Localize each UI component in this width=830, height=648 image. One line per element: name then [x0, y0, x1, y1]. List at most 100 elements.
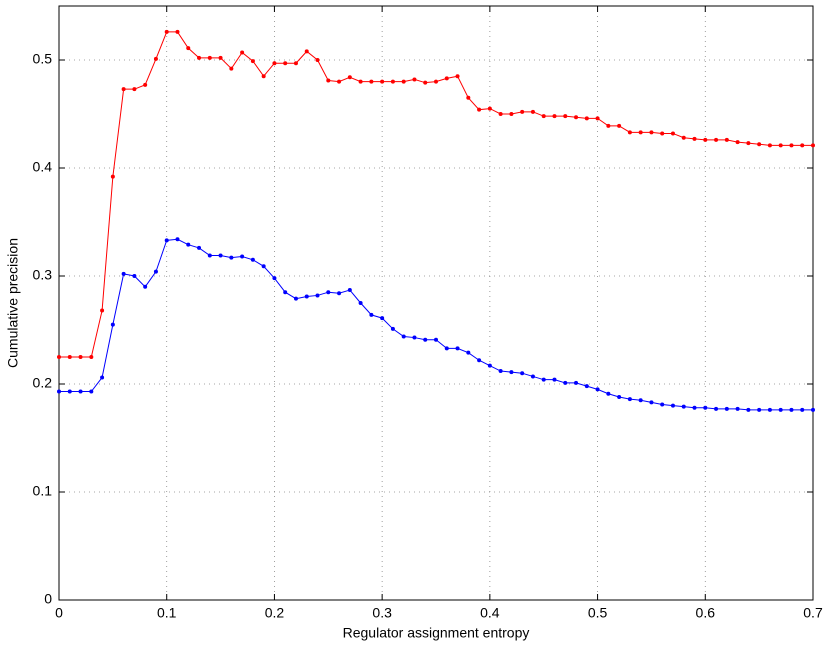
data-point — [164, 29, 169, 34]
data-point — [293, 296, 298, 301]
data-point — [272, 276, 277, 281]
data-point — [358, 301, 363, 305]
data-point — [789, 143, 794, 148]
y-tick-label: 0.2 — [33, 375, 53, 391]
data-point — [153, 56, 158, 61]
data-point — [197, 55, 202, 60]
data-point — [78, 355, 83, 359]
data-point — [326, 78, 331, 83]
data-point — [229, 66, 234, 71]
data-point — [584, 116, 589, 121]
data-point — [563, 114, 568, 119]
data-point — [692, 136, 697, 141]
data-point — [444, 76, 449, 81]
data-point — [595, 387, 600, 392]
data-point — [466, 95, 471, 100]
data-point — [660, 131, 665, 136]
data-point — [186, 242, 191, 247]
data-point — [401, 334, 406, 339]
data-point — [638, 398, 643, 403]
data-point — [240, 254, 245, 259]
data-point — [455, 346, 460, 351]
data-point — [293, 61, 298, 66]
data-point — [746, 141, 751, 146]
data-point — [466, 350, 471, 355]
data-point — [627, 397, 632, 402]
data-point — [229, 255, 234, 260]
data-point — [261, 74, 266, 79]
y-tick-label: 0.1 — [33, 483, 53, 499]
data-point — [337, 291, 342, 296]
data-point — [412, 335, 417, 340]
data-point — [143, 284, 148, 289]
data-point — [703, 405, 708, 410]
data-point — [617, 394, 622, 399]
data-point — [487, 363, 492, 368]
x-tick-label: 0.3 — [372, 605, 392, 621]
data-point — [767, 407, 772, 412]
data-point — [670, 403, 675, 408]
data-point — [595, 116, 600, 121]
data-point — [606, 391, 611, 396]
data-point — [89, 355, 94, 359]
data-point — [218, 253, 223, 258]
x-tick-label: 0 — [55, 605, 63, 621]
data-point — [110, 174, 115, 179]
data-point — [326, 290, 331, 295]
data-point — [304, 294, 309, 299]
data-point — [681, 404, 686, 409]
data-point — [800, 143, 805, 148]
data-point — [250, 59, 255, 64]
data-point — [714, 137, 719, 142]
data-point — [444, 346, 449, 351]
data-point — [477, 358, 482, 363]
data-point — [520, 109, 525, 114]
data-point — [724, 406, 729, 411]
data-point — [778, 143, 783, 148]
data-point — [153, 269, 158, 274]
data-point — [337, 79, 342, 84]
data-point — [57, 389, 61, 394]
data-point — [186, 46, 191, 51]
data-point — [380, 79, 385, 84]
data-point — [89, 389, 94, 394]
data-point — [272, 61, 277, 66]
data-point — [530, 109, 535, 114]
data-point — [369, 312, 374, 317]
data-point — [175, 29, 180, 34]
data-point — [100, 308, 105, 313]
data-point — [250, 257, 255, 262]
data-point — [100, 375, 105, 380]
data-point — [207, 55, 212, 60]
data-point — [584, 384, 589, 389]
data-point — [380, 316, 385, 321]
data-point — [207, 253, 212, 258]
data-point — [746, 407, 751, 412]
data-point — [390, 326, 395, 331]
data-point — [423, 337, 428, 342]
data-point — [660, 402, 665, 407]
data-point — [606, 123, 611, 128]
data-point — [401, 79, 406, 84]
data-point — [197, 245, 202, 250]
data-point — [175, 237, 180, 242]
data-point — [57, 355, 61, 359]
y-tick-label: 0.3 — [33, 267, 53, 283]
data-point — [78, 389, 83, 394]
data-point — [110, 322, 115, 327]
data-point — [412, 77, 417, 82]
data-point — [767, 143, 772, 148]
data-point — [67, 389, 72, 394]
data-point — [811, 407, 815, 412]
data-point — [541, 114, 546, 119]
x-axis-label: Regulator assignment entropy — [343, 625, 530, 641]
y-tick-label: 0.5 — [33, 51, 53, 67]
data-point — [541, 377, 546, 382]
data-point — [509, 370, 514, 375]
data-point — [121, 271, 126, 276]
data-point — [627, 130, 632, 135]
data-point — [649, 130, 654, 135]
data-point — [563, 380, 568, 385]
